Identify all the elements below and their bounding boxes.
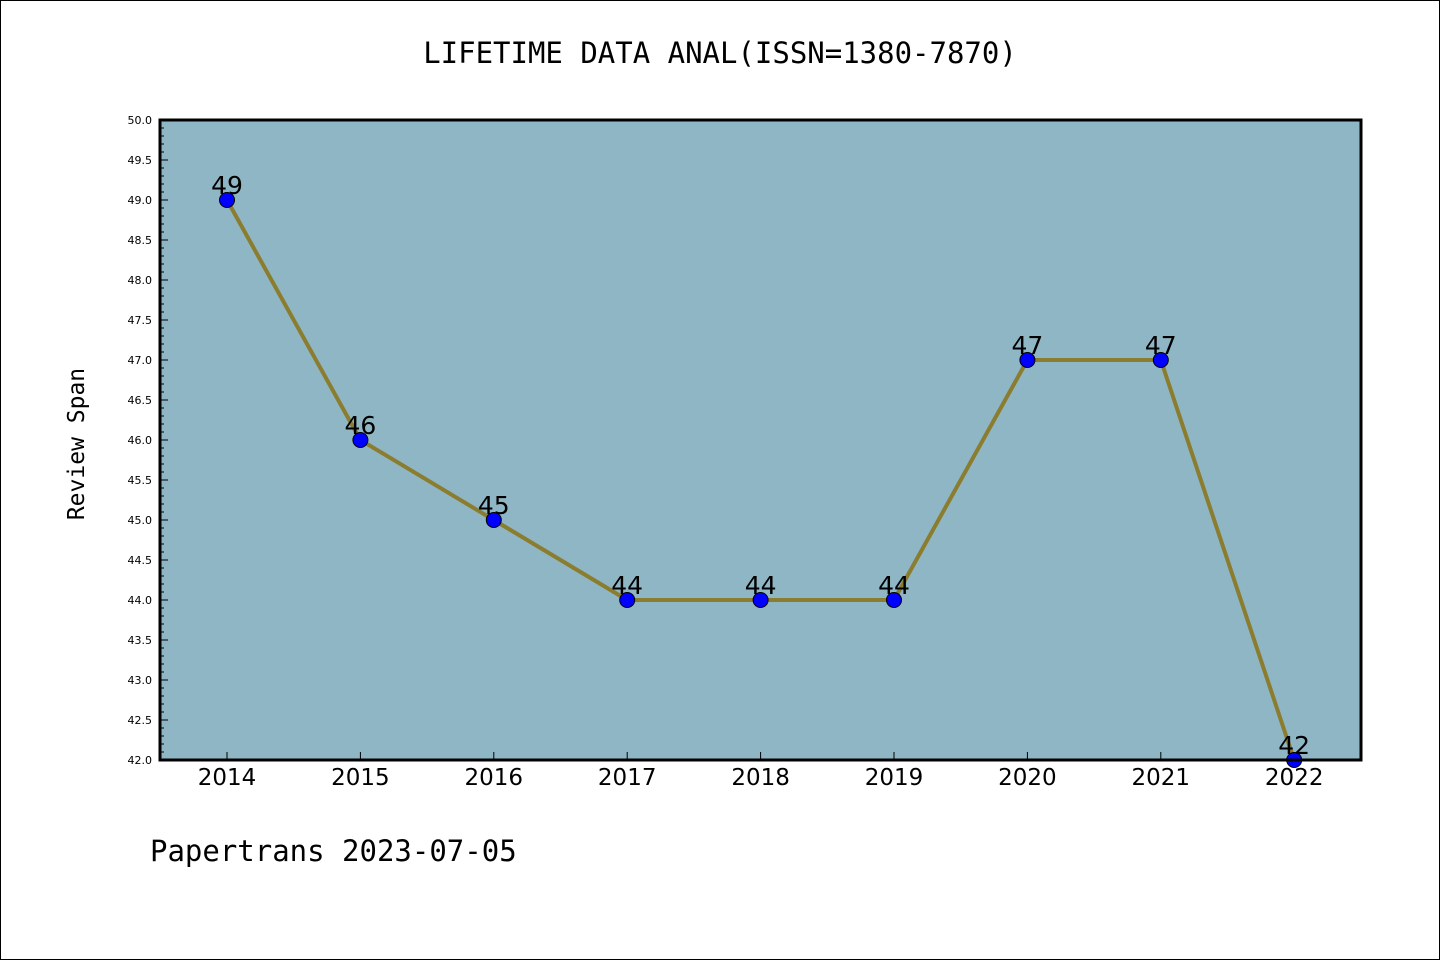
data-point: [619, 592, 636, 608]
y-tick-label: 48.5: [128, 234, 153, 247]
plot-area: [160, 120, 1361, 760]
data-label: 49: [211, 171, 243, 200]
y-tick-label: 47.0: [128, 354, 153, 367]
data-label: 44: [611, 571, 643, 600]
y-tick-label: 50.0: [128, 114, 153, 127]
data-point: [886, 592, 902, 608]
chart-title: LIFETIME DATA ANAL(ISSN=1380-7870): [423, 36, 1017, 70]
y-tick-label: 49.5: [128, 154, 153, 167]
x-tick-label: 2020: [998, 765, 1057, 791]
y-tick-label: 49.0: [128, 194, 153, 207]
x-tick-label: 2016: [465, 765, 524, 791]
y-tick-label: 42.5: [128, 714, 153, 727]
y-tick-label: 44.5: [128, 554, 153, 567]
y-tick-label: 48.0: [128, 274, 153, 287]
y-tick-label: 45.0: [128, 514, 153, 527]
x-axis: 2014 2015 2016 2017 2018 2019 2020 2021 2022: [198, 752, 1324, 791]
data-point: [1152, 352, 1169, 368]
x-tick-label: 2021: [1132, 765, 1191, 791]
data-point: [485, 512, 502, 528]
y-tick-label: 46.5: [128, 394, 153, 407]
y-tick-label: 45.5: [128, 474, 153, 487]
data-label: 44: [878, 571, 910, 600]
data-labels: 49 46 45 44 44 44 47 47 42: [211, 171, 1310, 760]
y-tick-label: 47.5: [128, 314, 153, 327]
data-point: [352, 432, 369, 448]
data-label: 42: [1278, 731, 1310, 760]
plot-border: [158, 118, 1363, 762]
footer-note: Papertrans 2023-07-05: [150, 834, 517, 868]
data-point: [1019, 352, 1036, 368]
x-tick-label: 2018: [731, 765, 790, 791]
y-tick-label: 43.5: [128, 634, 153, 647]
y-tick-label: 42.0: [128, 754, 153, 767]
x-tick-label: 2015: [331, 765, 390, 791]
y-tick-label: 44.0: [128, 594, 153, 607]
data-label: 46: [344, 411, 376, 440]
x-tick-label: 2022: [1265, 765, 1324, 791]
y-tick-label: 43.0: [128, 674, 153, 687]
data-label: 47: [1145, 331, 1177, 360]
data-label: 47: [1011, 331, 1043, 360]
data-point: [752, 592, 769, 608]
data-label: 44: [745, 571, 777, 600]
x-tick-label: 2014: [198, 765, 257, 791]
y-tick-label: 46.0: [128, 434, 153, 447]
x-tick-label: 2019: [865, 765, 924, 791]
data-point: [219, 192, 235, 208]
data-label: 45: [478, 491, 510, 520]
x-tick-label: 2017: [598, 765, 657, 791]
